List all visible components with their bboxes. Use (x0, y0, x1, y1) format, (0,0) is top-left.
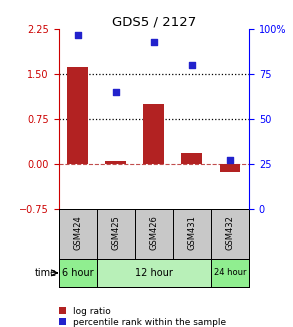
Legend: log ratio, percentile rank within the sample: log ratio, percentile rank within the sa… (59, 307, 226, 327)
Point (113, 90, 118, 95)
Bar (59, 259, 97, 287)
Text: GSM431: GSM431 (188, 215, 196, 250)
Bar (59, 209, 97, 259)
Text: GSM426: GSM426 (149, 215, 158, 250)
Bar (219, 164, 241, 172)
Text: GSM424: GSM424 (73, 215, 82, 250)
Bar (173, 209, 211, 259)
Bar (211, 209, 249, 259)
Bar (143, 104, 164, 164)
Bar (211, 259, 249, 287)
Text: GSM425: GSM425 (111, 215, 120, 250)
Text: 24 hour: 24 hour (214, 268, 246, 277)
Text: 12 hour: 12 hour (135, 268, 173, 278)
Point (151, 39, 156, 44)
Bar (97, 209, 135, 259)
Bar (105, 161, 126, 164)
Text: GSM432: GSM432 (226, 215, 234, 250)
Point (190, 63, 194, 68)
Point (75, 32, 80, 37)
Bar (181, 153, 202, 164)
Text: 6 hour: 6 hour (62, 268, 93, 278)
Bar (135, 209, 173, 259)
Title: GDS5 / 2127: GDS5 / 2127 (112, 15, 196, 28)
Point (228, 158, 232, 163)
Bar (67, 67, 88, 164)
Text: time: time (35, 268, 57, 278)
Bar (97, 259, 211, 287)
